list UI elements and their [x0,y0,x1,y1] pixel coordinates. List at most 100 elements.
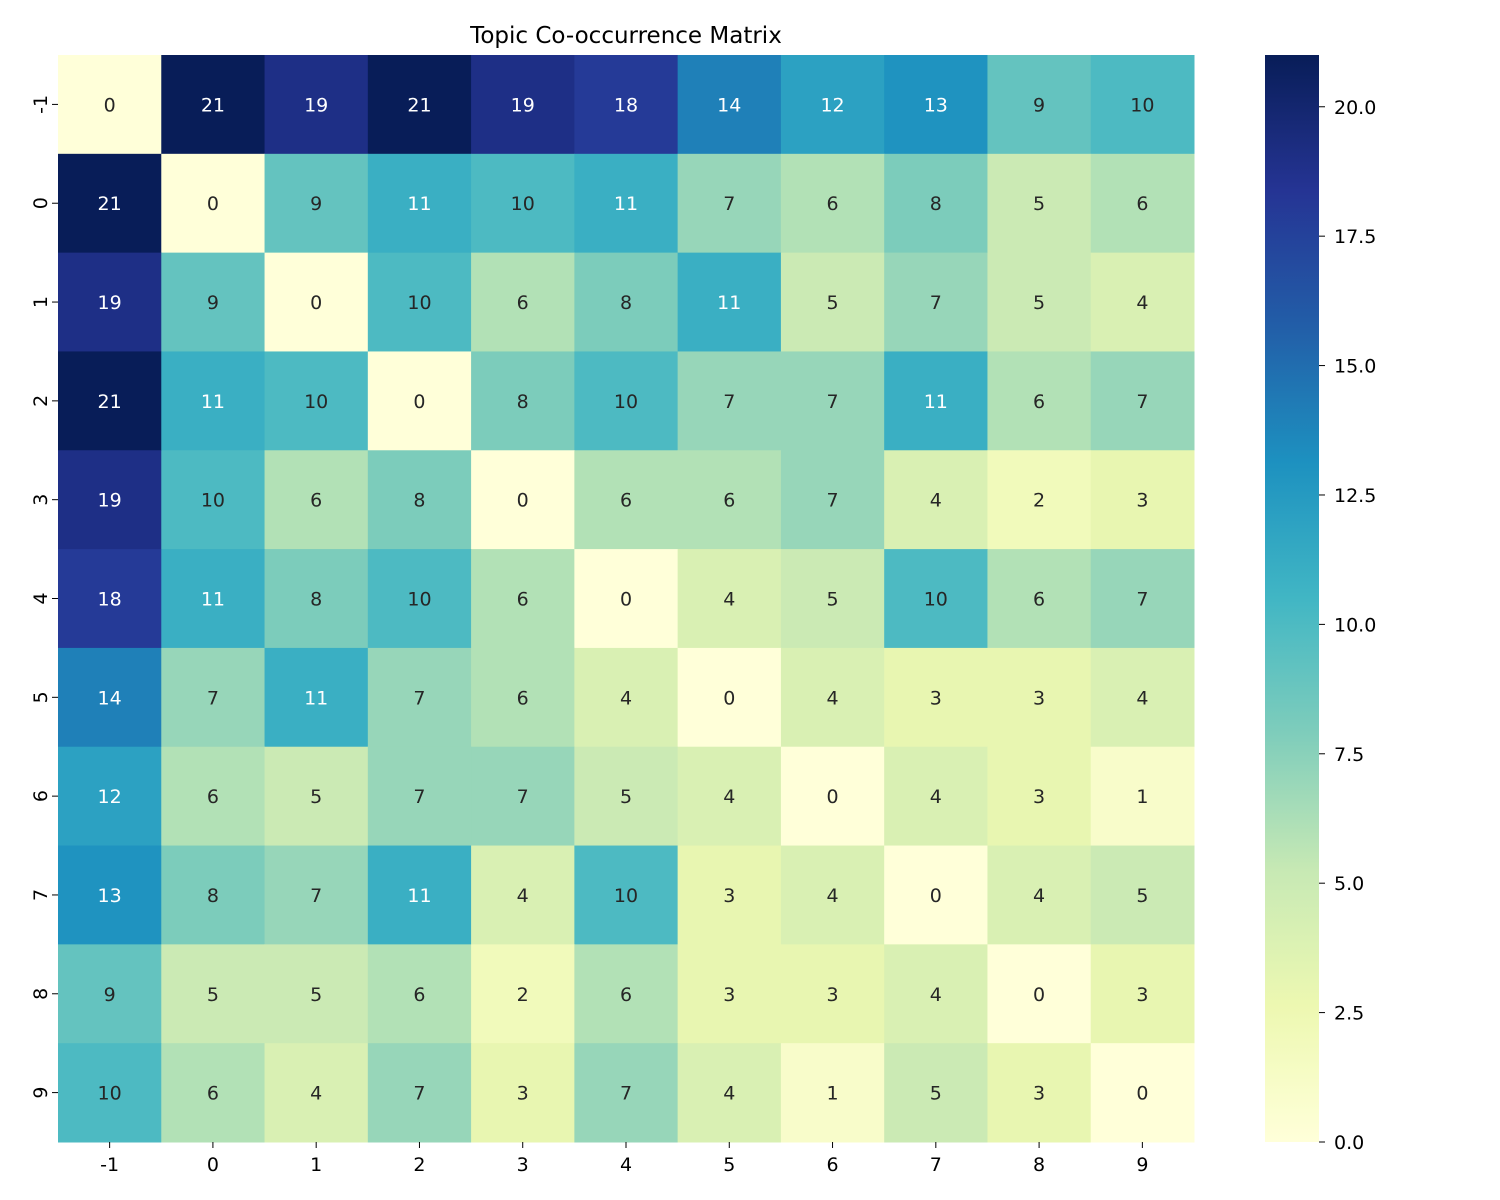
cell-value-label: 11 [717,292,741,314]
colorbar: 0.0 2.5 5.0 7.5 10.0 12.5 15.0 17.5 20.0 [1265,55,1376,1154]
cell-value-label: 11 [201,589,225,611]
cell-value-label: 8 [930,193,942,215]
heatmap-cell [264,647,369,748]
heatmap-cell [264,351,369,451]
cell-value-label: 4 [930,786,942,808]
heatmap-cell [264,153,369,254]
cell-value-label: 10 [511,193,535,215]
heatmap-cell [471,549,575,649]
cell-value-label: 7 [620,1083,632,1105]
heatmap-cell [677,549,782,649]
cell-value-label: 1 [826,1083,838,1105]
heatmap-cell [884,1043,988,1143]
heatmap-cell [471,351,575,451]
heatmap-cell [1090,351,1195,451]
colorbar-gradient [1265,55,1319,1142]
heatmap-cell [987,746,1092,847]
heatmap-cell [884,450,988,550]
heatmap-cell [367,647,472,748]
x-axis-ticks: -1 0 1 2 3 4 5 6 7 8 9 [100,1142,1148,1176]
cell-value-label: 6 [1033,589,1045,611]
cell-value-label: 10 [407,292,431,314]
cell-value-label: 7 [826,391,838,413]
cell-value-label: 6 [517,589,529,611]
heatmap-cell [471,252,575,352]
heatmap-cell [58,647,162,748]
heatmap-cell [471,55,575,155]
cell-value-label: 4 [517,885,529,907]
heatmap-cell [780,549,885,649]
y-tick-label: 8 [30,988,52,1000]
heatmap-cell [161,746,266,847]
colorbar-tick-label: 20.0 [1334,97,1376,119]
cell-value-label: 6 [723,490,735,512]
heatmap-cell [987,55,1092,155]
cell-value-label: 0 [104,94,116,116]
cell-value-label: 14 [717,94,741,116]
heatmap-cell [161,647,266,748]
heatmap-cell [780,746,885,847]
cell-value-label: 4 [310,1083,322,1105]
cell-value-label: 10 [98,1083,122,1105]
heatmap-cell [574,746,679,847]
cell-value-label: 5 [310,984,322,1006]
heatmap-cell [161,252,266,352]
heatmap-cell [367,55,472,155]
cell-value-label: 5 [1136,885,1148,907]
heatmap-cell [574,845,679,945]
x-tick-label: 0 [207,1154,219,1176]
cell-value-label: 19 [304,94,328,116]
cell-value-label: 3 [723,984,735,1006]
heatmap-cell [367,746,472,847]
heatmap-cell [987,153,1092,254]
x-tick-label: 1 [310,1154,322,1176]
chart-title: Topic Co-occurrence Matrix [469,23,782,49]
cell-value-label: 13 [924,94,948,116]
heatmap-cell [780,647,885,748]
heatmap-cell [161,55,266,155]
cell-value-label: 9 [104,984,116,1006]
heatmap-cell [58,845,162,945]
heatmap-cell [884,351,988,451]
cell-value-label: 4 [1033,885,1045,907]
heatmap-cell [367,153,472,254]
heatmap-cell [1090,647,1195,748]
heatmap-cell [58,450,162,550]
heatmap-cell [161,351,266,451]
heatmap-cell [884,153,988,254]
heatmap-cell [471,1043,575,1143]
cell-value-label: 7 [1136,391,1148,413]
heatmap-cell [987,252,1092,352]
heatmap-cell [264,746,369,847]
cell-value-label: 19 [98,292,122,314]
cell-value-label: 4 [930,984,942,1006]
heatmap-cell [574,647,679,748]
y-tick-label: 5 [30,691,52,703]
cell-value-label: 6 [413,984,425,1006]
colorbar-tick-label: 12.5 [1334,485,1376,507]
heatmap-cell [264,549,369,649]
cell-value-label: 6 [620,490,632,512]
cell-value-label: 0 [413,391,425,413]
y-tick-label: 7 [30,889,52,901]
heatmap-cell [780,845,885,945]
heatmap-cell [884,746,988,847]
y-tick-label: 4 [30,592,52,604]
heatmap-cell [677,1043,782,1143]
cell-value-label: 21 [201,94,225,116]
cell-value-label: 18 [614,94,638,116]
colorbar-tick-label: 15.0 [1334,356,1376,378]
heatmap-cell [677,153,782,254]
cell-value-label: 0 [620,589,632,611]
cell-value-label: 12 [820,94,844,116]
heatmap-cell [677,351,782,451]
cell-value-label: 0 [723,687,735,709]
cell-value-label: 21 [98,391,122,413]
heatmap-cell [58,153,162,254]
heatmap-cell [58,549,162,649]
cell-value-label: 21 [407,94,431,116]
cell-value-label: 3 [930,687,942,709]
cell-value-label: 0 [826,786,838,808]
cell-value-label: 2 [1033,490,1045,512]
